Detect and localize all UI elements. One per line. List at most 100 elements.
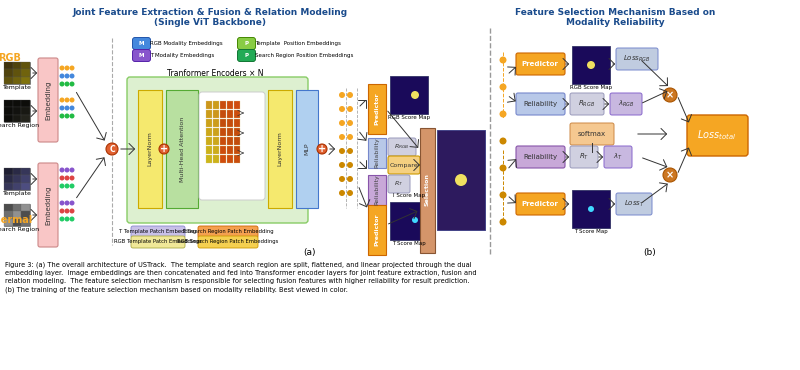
- Text: ×: ×: [666, 170, 674, 180]
- Bar: [234, 137, 240, 145]
- Text: $Loss_{total}$: $Loss_{total}$: [698, 128, 737, 142]
- Text: $R_T$: $R_T$: [394, 179, 404, 188]
- Text: P: P: [245, 41, 249, 46]
- Text: ×: ×: [666, 90, 674, 100]
- Bar: [4, 175, 13, 183]
- Circle shape: [499, 165, 506, 172]
- Bar: [213, 137, 219, 145]
- Bar: [206, 155, 212, 163]
- FancyBboxPatch shape: [570, 123, 614, 145]
- Circle shape: [65, 114, 70, 118]
- Circle shape: [347, 190, 353, 196]
- Bar: [166, 90, 198, 208]
- Bar: [213, 128, 219, 136]
- FancyBboxPatch shape: [38, 58, 58, 142]
- Circle shape: [347, 120, 353, 126]
- Circle shape: [317, 144, 327, 154]
- Text: RGB Modality Embeddings: RGB Modality Embeddings: [150, 41, 222, 46]
- Bar: [213, 146, 219, 154]
- Circle shape: [59, 175, 65, 181]
- Bar: [4, 183, 13, 190]
- FancyBboxPatch shape: [388, 156, 420, 174]
- Bar: [220, 110, 226, 118]
- Circle shape: [70, 209, 74, 213]
- Bar: [13, 77, 22, 84]
- Text: Selection: Selection: [425, 174, 430, 206]
- Circle shape: [70, 175, 74, 181]
- Text: $Loss_{RGB}$: $Loss_{RGB}$: [623, 54, 651, 64]
- Text: +: +: [160, 144, 168, 154]
- Circle shape: [70, 216, 74, 222]
- Circle shape: [70, 168, 74, 172]
- Bar: [4, 100, 13, 107]
- Text: Search Region: Search Region: [0, 228, 39, 232]
- Text: LayerNorm: LayerNorm: [147, 132, 153, 166]
- Text: Reliability: Reliability: [374, 138, 379, 168]
- Bar: [220, 119, 226, 127]
- Circle shape: [65, 65, 70, 71]
- Bar: [4, 100, 30, 122]
- Bar: [227, 101, 233, 109]
- Bar: [4, 69, 13, 77]
- Circle shape: [65, 209, 70, 213]
- Circle shape: [347, 176, 353, 182]
- Bar: [13, 107, 22, 115]
- Text: RGB Score Map: RGB Score Map: [570, 85, 612, 91]
- Text: C: C: [109, 145, 115, 154]
- FancyBboxPatch shape: [570, 146, 598, 168]
- Text: RGB Template Patch Embeddings: RGB Template Patch Embeddings: [114, 239, 202, 245]
- Text: T Score Map: T Score Map: [392, 240, 426, 246]
- Bar: [22, 219, 30, 226]
- Bar: [227, 119, 233, 127]
- Bar: [420, 128, 435, 253]
- FancyBboxPatch shape: [610, 93, 642, 115]
- Circle shape: [65, 201, 70, 205]
- Circle shape: [59, 74, 65, 78]
- Circle shape: [65, 74, 70, 78]
- Bar: [296, 90, 318, 208]
- Circle shape: [455, 174, 467, 186]
- Bar: [4, 77, 13, 84]
- FancyBboxPatch shape: [38, 163, 58, 247]
- Bar: [220, 137, 226, 145]
- Circle shape: [159, 144, 169, 154]
- Bar: [234, 119, 240, 127]
- Text: Template  Position Embeddings: Template Position Embeddings: [255, 41, 341, 46]
- Text: M: M: [138, 53, 144, 58]
- Circle shape: [65, 81, 70, 87]
- Bar: [220, 101, 226, 109]
- Bar: [22, 69, 30, 77]
- FancyBboxPatch shape: [198, 236, 258, 248]
- Bar: [22, 211, 30, 219]
- Circle shape: [339, 120, 345, 126]
- Text: $\lambda_{RGB}$: $\lambda_{RGB}$: [618, 99, 634, 109]
- Circle shape: [339, 176, 345, 182]
- Circle shape: [339, 106, 345, 112]
- Circle shape: [59, 105, 65, 111]
- Text: Template: Template: [2, 191, 31, 195]
- Bar: [13, 62, 22, 69]
- Bar: [227, 137, 233, 145]
- Text: $Loss_T$: $Loss_T$: [624, 199, 644, 209]
- Bar: [13, 115, 22, 122]
- Circle shape: [499, 84, 506, 91]
- Circle shape: [65, 98, 70, 102]
- Bar: [13, 69, 22, 77]
- Bar: [206, 146, 212, 154]
- Bar: [234, 146, 240, 154]
- Bar: [213, 101, 219, 109]
- FancyBboxPatch shape: [516, 53, 565, 75]
- Text: RGB Search Region Patch Embeddings: RGB Search Region Patch Embeddings: [178, 239, 278, 245]
- Text: $R_{RGB}$: $R_{RGB}$: [578, 99, 595, 109]
- Text: Predictor: Predictor: [374, 93, 379, 125]
- Bar: [234, 155, 240, 163]
- Circle shape: [59, 98, 65, 102]
- Text: M: M: [138, 41, 144, 46]
- Circle shape: [499, 138, 506, 145]
- FancyBboxPatch shape: [516, 93, 565, 115]
- Circle shape: [59, 216, 65, 222]
- Text: Joint Feature Extraction & Fusion & Relation Modeling
(Single ViT Backbone): Joint Feature Extraction & Fusion & Rela…: [73, 8, 347, 27]
- Circle shape: [59, 184, 65, 188]
- Text: T Template Patch Embedding: T Template Patch Embedding: [119, 229, 197, 235]
- FancyBboxPatch shape: [616, 48, 658, 70]
